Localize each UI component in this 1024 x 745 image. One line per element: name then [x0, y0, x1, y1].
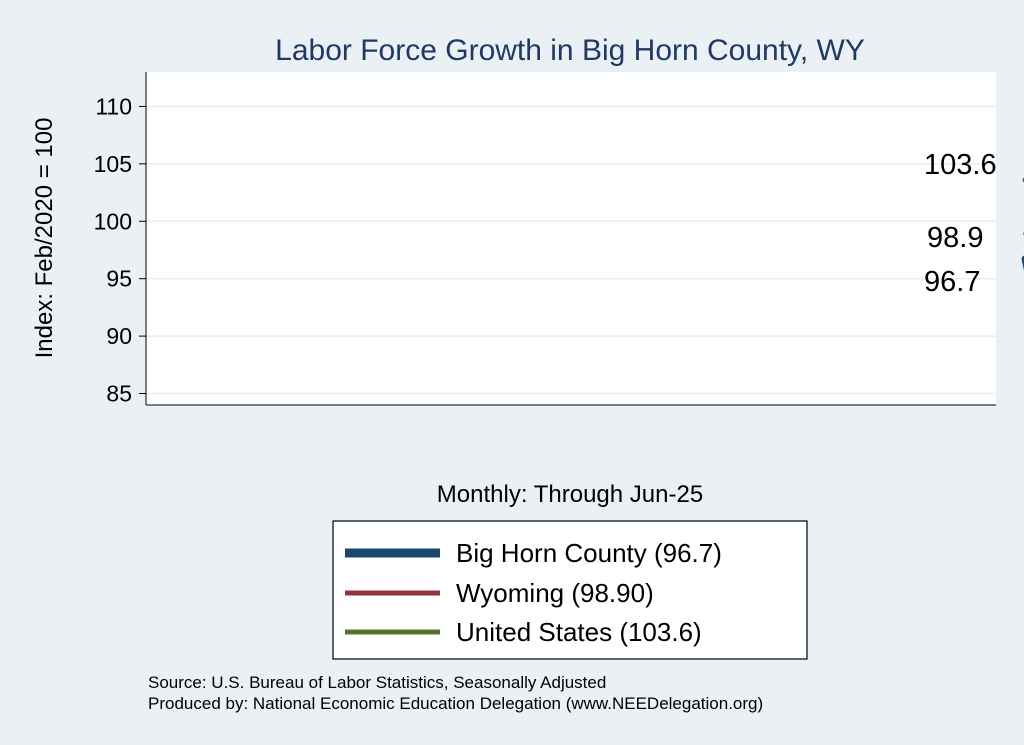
legend-label-wyoming: Wyoming (98.90): [456, 578, 654, 608]
source-note: Source: U.S. Bureau of Labor Statistics,…: [148, 673, 606, 692]
legend-label-united-states: United States (103.6): [456, 617, 702, 647]
legend-box: [332, 520, 808, 660]
end-label-big-horn: 96.7: [924, 266, 980, 298]
chart-title: Labor Force Growth in Big Horn County, W…: [275, 34, 865, 67]
x-axis-label: Monthly: Through Jun-25: [437, 481, 703, 508]
end-label-united-states: 103.6: [924, 149, 997, 181]
produced-by-note: Produced by: National Economic Education…: [148, 694, 763, 713]
gridlines: [146, 105, 996, 395]
y-tick-label: 105: [94, 151, 132, 177]
plot-area: [146, 72, 996, 405]
y-tick-label: 90: [106, 323, 132, 349]
y-tick-label: 110: [95, 93, 132, 119]
y-tick-label: 85: [106, 381, 132, 407]
legend-label-big-horn: Big Horn County (96.7): [456, 538, 722, 568]
end-label-wyoming: 98.9: [927, 222, 983, 254]
y-axis-ticks: 85 90 95 100 105 110: [94, 93, 146, 407]
y-tick-label: 100: [94, 208, 132, 234]
legend: Big Horn County (96.7) Wyoming (98.90) U…: [332, 520, 808, 660]
y-axis-label: Index: Feb/2020 = 100: [31, 118, 58, 359]
y-tick-label: 95: [106, 266, 132, 292]
